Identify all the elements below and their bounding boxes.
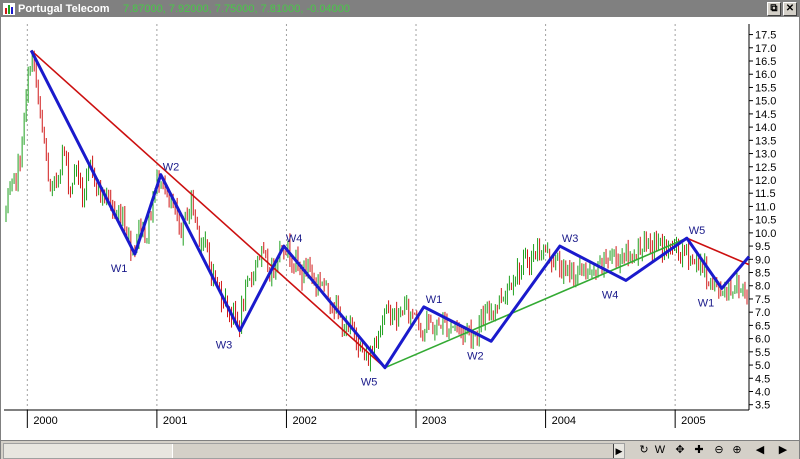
price-quote: 7.87000, 7.92000, 7.75000, 7.81000, -0.0… [123,3,350,15]
y-tick-label: 14.5 [755,109,776,121]
y-tick-label: 15.0 [755,96,776,108]
y-tick-label: 5.0 [755,360,770,372]
y-tick-label: 6.0 [755,334,770,346]
time-scrollbar[interactable]: ▶ [3,443,625,459]
crosshair-button[interactable]: ✚ [694,444,704,456]
price-chart[interactable]: 2000 2001 2002 2003 2004 20053.54.04.55.05.56… [1,18,799,440]
y-tick-label: 5.5 [755,347,770,359]
next-button[interactable]: ▶ [778,444,788,456]
y-tick-label: 6.5 [755,320,770,332]
wave-label: W4 [286,233,303,245]
wave-label: W1 [698,297,715,309]
y-tick-label: 10.5 [755,215,776,227]
y-tick-label: 12.0 [755,175,776,187]
y-tick-label: 4.0 [755,386,770,398]
trendline [30,49,386,369]
pan-button[interactable]: ✥ [675,444,685,456]
wave-label: W3 [562,233,579,245]
x-tick-label: 2000 [33,415,57,427]
y-tick-label: 9.0 [755,254,770,266]
refresh-button[interactable]: ↻ [639,444,649,456]
y-tick-label: 15.5 [755,82,776,94]
trendline [384,237,688,369]
wave-label: W1 [111,263,128,275]
y-tick-label: 12.5 [755,162,776,174]
trendline [686,237,750,266]
y-tick-label: 11.5 [755,188,776,200]
y-tick-label: 7.5 [755,294,770,306]
title-bar[interactable]: Portugal Telecom 7.87000, 7.92000, 7.750… [1,1,799,17]
x-tick-label: 2005 [681,415,705,427]
y-tick-label: 3.5 [755,400,770,412]
x-tick-label: 2003 [422,415,446,427]
chart-app-icon [3,3,15,15]
y-tick-label: 14.0 [755,122,776,134]
close-button[interactable]: ✕ [783,2,797,16]
zoom-out-button[interactable]: ⊖ [714,444,724,456]
wave-label: W5 [361,377,378,389]
y-tick-label: 8.5 [755,268,770,280]
wave-label: W5 [689,225,706,237]
elliott-wave-line [29,49,751,370]
y-tick-label: 13.5 [755,135,776,147]
y-tick-label: 11.0 [755,201,776,213]
scroll-right-icon[interactable]: ▶ [615,446,623,456]
wave-label: W2 [163,162,180,174]
wave-label: W4 [602,289,619,301]
x-tick-label: 2004 [552,415,576,427]
y-tick-label: 9.5 [755,241,770,253]
zoom-in-button[interactable]: ⊕ [732,444,742,456]
x-tick-label: 2001 [163,415,187,427]
wave-label: W1 [426,294,443,306]
period-w-button[interactable]: W [654,444,666,456]
y-tick-label: 8.0 [755,281,770,293]
y-tick-label: 13.0 [755,149,776,161]
restore-button[interactable]: ⧉ [767,2,781,16]
prev-button[interactable]: ◀ [755,444,765,456]
wave-label: W2 [467,350,484,362]
y-tick-label: 7.0 [755,307,770,319]
y-tick-label: 16.5 [755,56,776,68]
y-tick-label: 10.0 [755,228,776,240]
wave-label: W3 [216,340,233,352]
y-tick-label: 17.0 [755,43,776,55]
y-tick-label: 4.5 [755,373,770,385]
y-tick-label: 16.0 [755,69,776,81]
window-title: Portugal Telecom [18,3,110,15]
bottom-toolbar: ▶ ↻ W ✥ ✚ ⊖ ⊕ ◀ ▶ [1,440,799,459]
y-tick-label: 17.5 [755,30,776,42]
scrollbar-thumb[interactable] [172,444,614,458]
x-tick-label: 2002 [292,415,316,427]
